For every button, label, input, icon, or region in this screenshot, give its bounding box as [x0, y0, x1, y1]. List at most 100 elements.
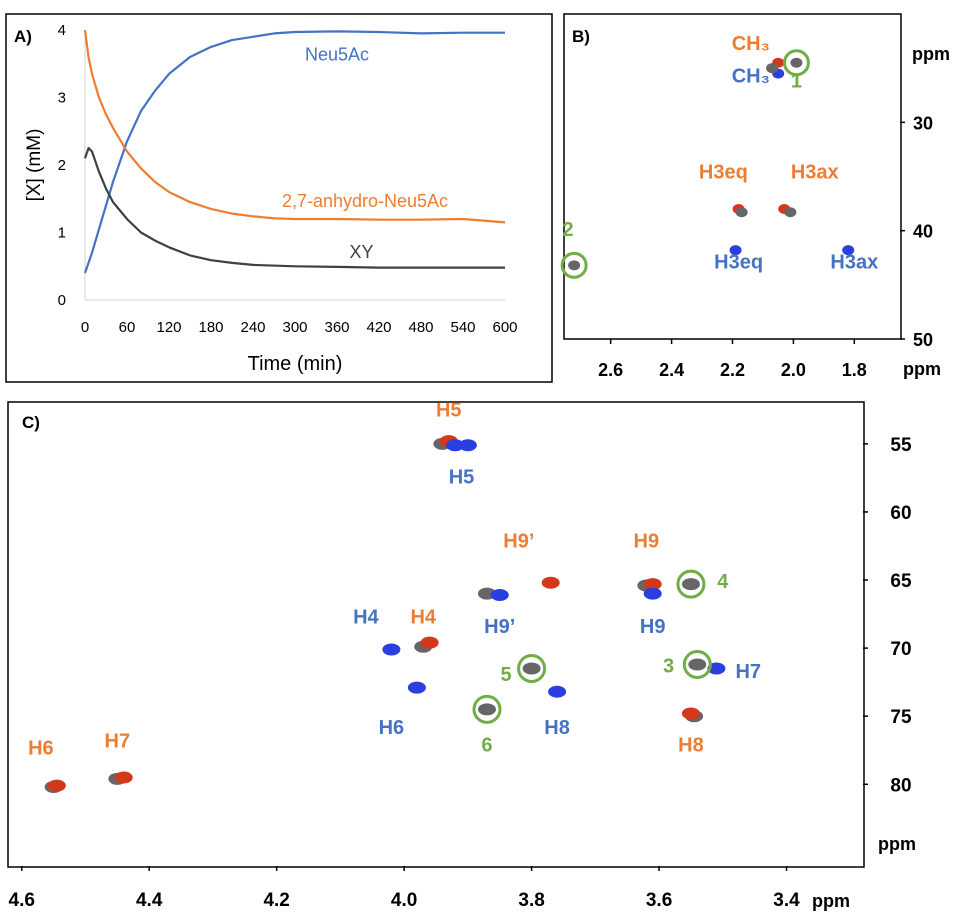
highlight-circle-5 — [517, 654, 547, 684]
x-tick-label: 3.8 — [518, 890, 544, 911]
peak-label: 5 — [501, 664, 512, 686]
nmr-peak — [446, 439, 465, 452]
panel-c-y-unit: ppm — [878, 834, 916, 854]
nmr-peak — [522, 662, 541, 675]
peak-label: 4 — [717, 571, 729, 593]
panel-b-y-unit-top: ppm — [912, 44, 950, 64]
peak-label: H3eq — [714, 252, 763, 274]
highlight-circle-2 — [560, 251, 588, 279]
nmr-peak — [458, 439, 477, 452]
peak-label: 2 — [562, 219, 573, 241]
panel-a-frame — [5, 13, 553, 383]
nmr-peak — [681, 578, 700, 591]
peak-label: H4 — [353, 607, 379, 629]
panel-c-peaks: H5 H5 H9’ H9’ H9 H9 4 H4 H4 5 3 H7 H6 6 H8 H8 H6 H7 — [28, 400, 761, 794]
peak-label: H9’ — [484, 616, 515, 638]
peak-label: CH₃ — [732, 65, 770, 87]
x-tick-label: 2.4 — [659, 360, 684, 380]
panel-a-y-label: [X] (mM) — [24, 129, 45, 202]
nmr-peak — [790, 57, 803, 68]
nmr-peak — [735, 207, 748, 218]
y-tick-label: 60 — [890, 503, 911, 524]
highlight-circle-6 — [472, 694, 502, 724]
peak-label: H6 — [379, 717, 405, 739]
y-tick-label: 65 — [890, 571, 912, 592]
panel-a-series-labels: Neu5Ac 2,7-anhydro-Neu5Ac XY — [282, 44, 448, 262]
peak-label: 3 — [663, 656, 674, 678]
nmr-peak — [477, 703, 496, 716]
series-line-neu5ac — [83, 30, 505, 274]
highlight-circle-1 — [782, 49, 810, 77]
y-tick-label: 50 — [913, 330, 933, 350]
panel-b-peaks: CH₃ CH₃ 1 H3eq H3ax H3eq H3ax 2 — [560, 33, 878, 279]
panel-a-x-tick-label: 240 — [240, 319, 265, 336]
peak-label: H4 — [410, 607, 436, 629]
x-tick-label: 2.0 — [781, 360, 806, 380]
nmr-peak — [688, 658, 707, 671]
peak-label: 6 — [481, 735, 492, 757]
y-tick-label: 70 — [890, 639, 911, 660]
nmr-peak — [548, 685, 567, 698]
panel-b-tag: B) — [572, 27, 590, 46]
panel-a-y-ticks: 0 1 2 3 4 — [58, 22, 66, 309]
peak-label: CH₃ — [732, 33, 770, 55]
series-label: 2,7-anhydro-Neu5Ac — [282, 191, 448, 211]
panel-b: B) ppm ppm 2.6 2.4 2.2 2.0 1.8 30 40 50 CH₃ CH₃… — [560, 13, 950, 380]
nmr-peak — [707, 662, 726, 675]
peak-label: H5 — [449, 466, 475, 488]
panel-a-y-tick-label: 4 — [58, 22, 66, 39]
x-tick-label: 4.0 — [391, 890, 417, 911]
series-label: XY — [349, 242, 373, 262]
highlight-circle-3 — [682, 649, 712, 679]
panel-b-x-unit: ppm — [903, 359, 941, 379]
nmr-peak — [643, 578, 662, 591]
y-tick-label: 75 — [890, 707, 912, 728]
peak-label: H7 — [735, 661, 761, 683]
peak-label: H3ax — [830, 252, 878, 274]
nmr-peak — [842, 245, 855, 256]
panel-a-series — [83, 29, 506, 274]
x-tick-label: 2.2 — [720, 360, 745, 380]
panel-a-x-tick-label: 0 — [81, 319, 89, 336]
nmr-peak — [420, 636, 439, 649]
y-tick-label: 40 — [913, 222, 933, 242]
panel-a-x-ticks: 0 60 120 180 240 300 360 420 480 540 600 — [81, 319, 518, 336]
nmr-peak — [568, 260, 581, 271]
peak-label: H3eq — [699, 162, 748, 184]
panel-c-x-unit: ppm — [812, 891, 850, 911]
panel-a-y-tick-label: 3 — [58, 90, 66, 107]
nmr-peak — [766, 63, 779, 74]
peak-label: H6 — [28, 737, 54, 759]
panel-a-x-tick-label: 60 — [119, 319, 136, 336]
panel-b-y-ticks: 30 40 50 — [900, 113, 933, 350]
panel-a-y-tick-label: 0 — [58, 292, 66, 309]
x-tick-label: 1.8 — [842, 360, 867, 380]
x-tick-label: 3.4 — [773, 890, 800, 911]
x-tick-label: 3.6 — [646, 890, 672, 911]
nmr-peak — [407, 681, 426, 694]
panel-a-x-tick-label: 480 — [408, 319, 433, 336]
peak-label: H9 — [640, 616, 666, 638]
x-tick-label: 2.6 — [598, 360, 623, 380]
nmr-peak — [784, 207, 797, 218]
peak-label: H7 — [105, 731, 131, 753]
panel-a-y-tick-label: 1 — [58, 225, 66, 242]
nmr-peak — [47, 779, 66, 792]
panel-c-tag: C) — [22, 413, 40, 432]
panel-c-y-ticks: 55 60 65 70 75 80 — [863, 435, 912, 796]
panel-c-frame — [7, 401, 865, 868]
panel-a-x-label: Time (min) — [248, 353, 343, 375]
y-tick-label: 30 — [913, 113, 933, 133]
panel-b-x-ticks: 2.6 2.4 2.2 2.0 1.8 — [598, 339, 867, 380]
peak-label: H9’ — [503, 530, 534, 552]
series-line-xy — [83, 147, 505, 269]
panel-a: A) 0 60 120 180 240 300 360 420 480 540 600 01234 … — [5, 13, 553, 383]
peak-label: H8 — [678, 735, 704, 757]
panel-a-x-tick-label: 540 — [450, 319, 475, 336]
panel-a-x-tick-label: 420 — [366, 319, 391, 336]
peak-label: H8 — [544, 717, 570, 739]
y-tick-label: 80 — [890, 775, 911, 796]
panel-a-x-tick-label: 600 — [492, 319, 517, 336]
peak-label: 1 — [791, 71, 802, 93]
